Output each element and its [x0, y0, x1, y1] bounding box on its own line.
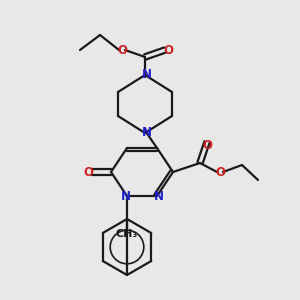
Text: CH₃: CH₃: [116, 229, 138, 239]
Text: N: N: [142, 68, 152, 82]
Text: N: N: [142, 127, 152, 140]
Text: O: O: [215, 166, 225, 178]
Text: N: N: [121, 190, 130, 202]
Text: O: O: [202, 139, 212, 152]
Text: O: O: [83, 166, 93, 178]
Text: O: O: [163, 44, 173, 56]
Text: N: N: [154, 190, 164, 202]
Text: O: O: [117, 44, 127, 56]
